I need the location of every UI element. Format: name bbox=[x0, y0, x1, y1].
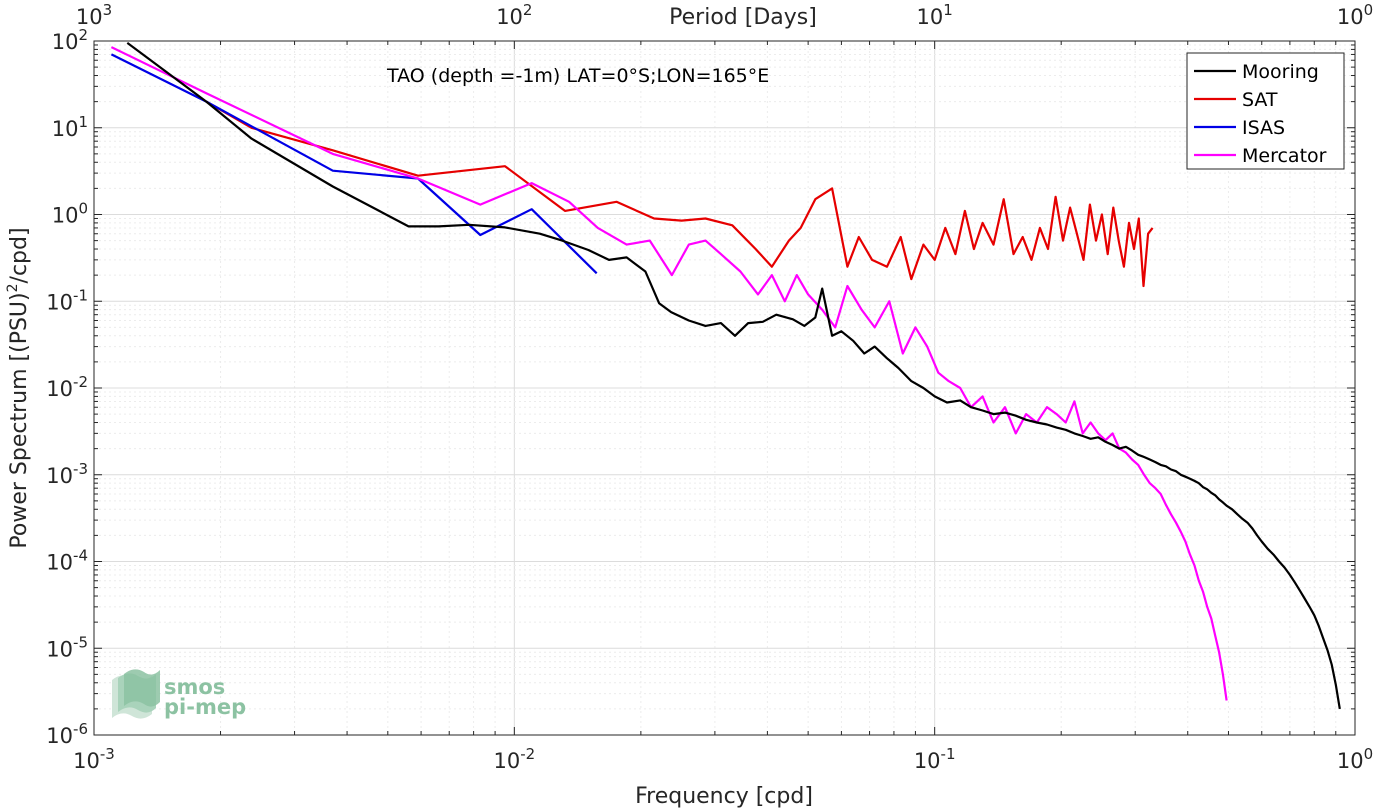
x-tick-label: 10-3 bbox=[73, 745, 115, 773]
logo-line1: smos bbox=[164, 675, 225, 699]
series-line-mercator bbox=[110, 46, 1228, 701]
legend-label-mooring: Mooring bbox=[1242, 61, 1319, 83]
top-tick-label: 101 bbox=[917, 1, 953, 29]
x-tick-label: 10-2 bbox=[493, 745, 535, 773]
series-line-sat bbox=[205, 100, 1154, 288]
y-tick-label: 101 bbox=[52, 113, 88, 141]
x-tick-label: 100 bbox=[1337, 745, 1373, 773]
logo-waves-icon bbox=[112, 669, 160, 719]
y-tick-label: 10-4 bbox=[46, 547, 88, 575]
grid bbox=[93, 40, 1356, 736]
legend-box bbox=[1186, 52, 1345, 170]
y-tick-label: 100 bbox=[52, 200, 88, 228]
top-tick-label: 100 bbox=[1337, 1, 1373, 29]
y-tick-label: 102 bbox=[52, 26, 88, 54]
logo-line2: pi-mep bbox=[164, 695, 246, 719]
y-tick-label: 10-6 bbox=[46, 720, 88, 748]
legend-label-isas: ISAS bbox=[1242, 117, 1285, 139]
legend-label-mercator: Mercator bbox=[1242, 145, 1327, 167]
tick-marks bbox=[93, 40, 1356, 736]
legend: Mooring SAT ISAS Mercator bbox=[1186, 52, 1345, 170]
y-tick-label: 10-3 bbox=[46, 460, 88, 488]
smos-pi-mep-logo: smos pi-mep bbox=[112, 669, 246, 719]
y-tick-label: 10-5 bbox=[46, 633, 88, 661]
series-layer bbox=[110, 42, 1341, 710]
y-axis-title-main: Power Spectrum [(PSU) bbox=[7, 292, 32, 548]
x-axis-title: Frequency [cpd] bbox=[635, 784, 813, 809]
y-tick-label: 10-1 bbox=[46, 286, 88, 314]
y-axis-title: Power Spectrum [(PSU)2/cpd] bbox=[5, 227, 32, 548]
chart-annotation: TAO (depth =-1m) LAT=0°S;LON=165°E bbox=[386, 65, 769, 87]
x-tick-label: 10-1 bbox=[914, 745, 956, 773]
y-tick-label: 10-2 bbox=[46, 373, 88, 401]
top-axis-title: Period [Days] bbox=[669, 5, 817, 30]
legend-label-sat: SAT bbox=[1242, 89, 1278, 111]
y-axis-title-sup: 2 bbox=[5, 283, 21, 292]
top-tick-label: 103 bbox=[76, 1, 112, 29]
series-line-mooring bbox=[126, 42, 1341, 710]
y-axis-title-tail: /cpd] bbox=[7, 227, 32, 283]
legend-items: Mooring SAT ISAS Mercator bbox=[1194, 61, 1327, 167]
top-tick-label: 102 bbox=[496, 1, 532, 29]
